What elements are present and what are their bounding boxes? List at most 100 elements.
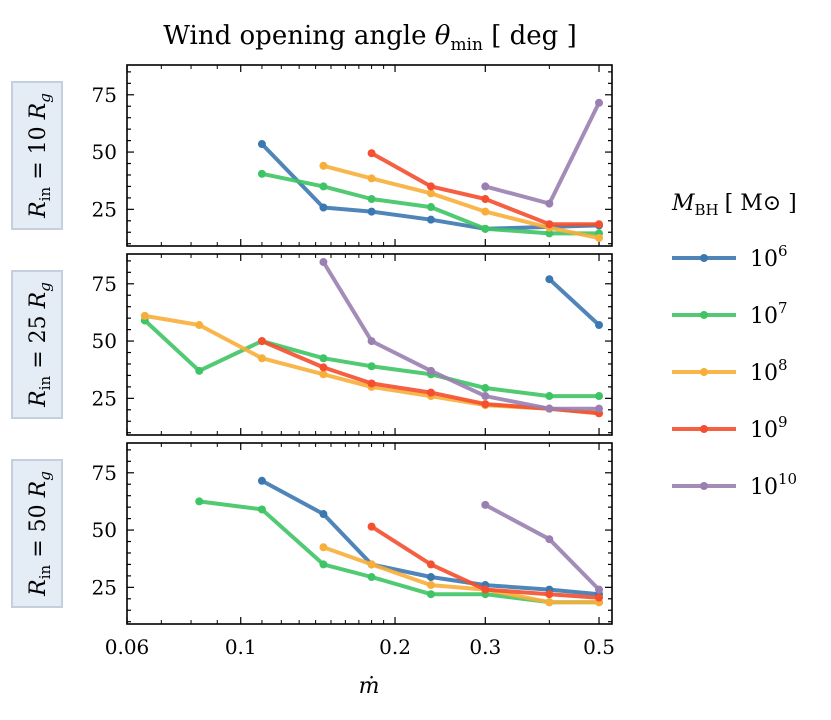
data-point bbox=[257, 476, 266, 485]
data-point bbox=[257, 140, 266, 149]
series-10-10 bbox=[481, 98, 604, 208]
data-point bbox=[545, 275, 554, 284]
panel-frame bbox=[126, 64, 613, 247]
legend-label-exponent: 10 bbox=[778, 470, 797, 488]
data-point bbox=[367, 379, 376, 388]
series-line bbox=[321, 163, 601, 240]
x-tick-label: 0.06 bbox=[105, 635, 150, 659]
data-point bbox=[545, 229, 554, 238]
data-point bbox=[367, 522, 376, 531]
y-tick-label: 75 bbox=[92, 461, 117, 485]
legend-entry: 106 bbox=[672, 242, 788, 272]
y-tick-label: 25 bbox=[92, 575, 117, 599]
panels: 25 50 75 Rin = 10 Rg 25 50 75 Rin = 25 Rg 25 50 75… bbox=[11, 64, 615, 659]
x-tick-label: 0.5 bbox=[583, 635, 615, 659]
data-point bbox=[545, 590, 554, 599]
panel-label-box bbox=[11, 270, 63, 419]
y-tick-label: 75 bbox=[92, 83, 117, 107]
panel-label-part: g bbox=[36, 282, 54, 292]
data-point bbox=[367, 560, 376, 569]
data-point bbox=[367, 149, 376, 158]
panel-label-part: R bbox=[26, 579, 51, 597]
data-point bbox=[481, 224, 490, 233]
legend-label: 1010 bbox=[750, 470, 797, 500]
data-point bbox=[195, 321, 204, 330]
panel-label-part: R bbox=[26, 292, 51, 310]
legend-entry: 109 bbox=[672, 413, 788, 443]
data-point bbox=[319, 182, 328, 191]
legend-title-symbol: M bbox=[671, 191, 695, 216]
panel-label-part: R bbox=[26, 103, 51, 121]
legend-swatch-marker bbox=[700, 254, 708, 262]
legend-swatch-marker bbox=[700, 482, 708, 490]
data-point bbox=[426, 189, 435, 198]
data-point bbox=[481, 500, 490, 509]
panel-frame bbox=[126, 253, 613, 436]
y-tick-label: 50 bbox=[92, 518, 117, 542]
legend-swatch-marker bbox=[700, 311, 708, 319]
panel-label-part: g bbox=[36, 471, 54, 481]
panel-label-part: = 50 bbox=[26, 497, 51, 564]
title-prefix: Wind opening angle bbox=[163, 21, 435, 51]
series-10-10 bbox=[319, 258, 604, 413]
series-line bbox=[547, 277, 601, 327]
series-10-8 bbox=[319, 161, 604, 242]
data-point bbox=[481, 182, 490, 191]
panel-label-part: = 10 bbox=[26, 119, 51, 186]
panel-label-part: R bbox=[26, 390, 51, 408]
legend-title: MBH [ M⊙ ] bbox=[671, 191, 797, 219]
data-point bbox=[595, 585, 604, 594]
data-point bbox=[426, 215, 435, 224]
data-point bbox=[367, 573, 376, 582]
data-point bbox=[426, 581, 435, 590]
data-point bbox=[195, 497, 204, 506]
series-10-10 bbox=[481, 500, 604, 594]
data-point bbox=[481, 207, 490, 216]
legend-label-exponent: 9 bbox=[778, 413, 788, 431]
legend-label-exponent: 6 bbox=[778, 242, 788, 260]
data-point bbox=[367, 362, 376, 371]
data-point bbox=[140, 311, 149, 320]
series-10-7 bbox=[257, 169, 604, 238]
data-point bbox=[481, 585, 490, 594]
series-10-9 bbox=[367, 149, 604, 229]
panel-1: 25 50 75 Rin = 10 Rg bbox=[11, 64, 613, 247]
data-point bbox=[481, 384, 490, 393]
data-point bbox=[319, 258, 328, 267]
data-point bbox=[367, 174, 376, 183]
legend-label: 106 bbox=[750, 242, 788, 272]
data-point bbox=[426, 590, 435, 599]
series-10-6 bbox=[545, 275, 604, 330]
x-tick-label: 0.2 bbox=[379, 635, 411, 659]
legend-entry: 108 bbox=[672, 356, 788, 386]
data-point bbox=[545, 404, 554, 413]
data-point bbox=[545, 598, 554, 607]
legend-entry: 107 bbox=[672, 299, 788, 329]
data-point bbox=[545, 392, 554, 401]
series-line bbox=[483, 502, 601, 592]
data-point bbox=[319, 560, 328, 569]
data-point bbox=[481, 400, 490, 409]
y-tick-label: 25 bbox=[92, 386, 117, 410]
legend-label: 108 bbox=[750, 356, 788, 386]
panel-label: Rin = 25 Rg bbox=[26, 282, 54, 408]
legend-entry: 1010 bbox=[672, 470, 797, 500]
title-subscript: min bbox=[450, 35, 483, 55]
panel-label-box bbox=[11, 459, 63, 608]
data-point bbox=[595, 220, 604, 229]
legend-label-exponent: 7 bbox=[778, 299, 788, 317]
data-point bbox=[481, 195, 490, 204]
panel-3: 25 50 75 Rin = 50 Rg bbox=[11, 442, 613, 625]
data-point bbox=[367, 195, 376, 204]
data-point bbox=[257, 169, 266, 178]
legend-label-base: 10 bbox=[750, 247, 778, 272]
data-point bbox=[319, 203, 328, 212]
data-point bbox=[595, 98, 604, 107]
data-point bbox=[426, 560, 435, 569]
series-line bbox=[321, 545, 601, 605]
data-point bbox=[595, 593, 604, 602]
data-point bbox=[426, 573, 435, 582]
data-point bbox=[257, 337, 266, 346]
